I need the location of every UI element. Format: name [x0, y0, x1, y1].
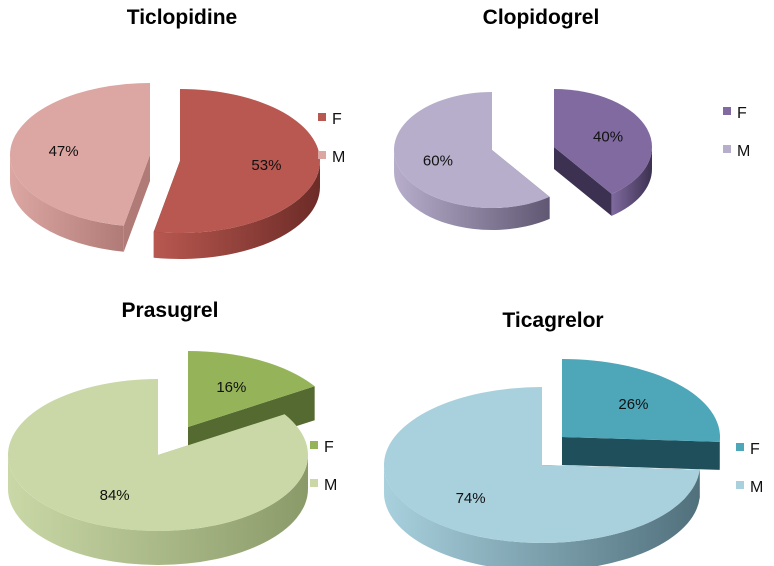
slice-cut-face: [123, 155, 150, 252]
pie-slice-f: [153, 89, 321, 259]
chart-ticlopidine: Ticlopidine 53%47%FM: [9, 6, 345, 259]
slice-outer-wall: [611, 147, 652, 216]
data-label-m: 47%: [49, 143, 79, 160]
legend-label-m: M: [737, 143, 750, 160]
pie-slice-m: [9, 83, 151, 252]
pie-slices: [9, 83, 321, 259]
legend-swatch-f: [318, 113, 326, 121]
data-label-m: 60%: [423, 152, 453, 169]
legend-label-m: M: [324, 477, 337, 494]
pie-slices: [7, 351, 315, 565]
data-label-f: 40%: [593, 129, 623, 146]
legend: FM: [318, 111, 345, 166]
legend: FM: [723, 105, 750, 160]
pie-slice-f: [562, 359, 721, 470]
legend-label-f: F: [332, 111, 342, 128]
data-label-f: 16%: [216, 379, 246, 396]
slice-top: [188, 351, 315, 427]
slice-top: [554, 89, 652, 194]
data-label-f: 26%: [618, 396, 648, 413]
pie-slices: [384, 359, 721, 566]
legend-label-f: F: [324, 439, 334, 456]
chart-title: Ticlopidine: [127, 6, 237, 29]
pie-slice-m: [393, 92, 550, 230]
legend-label-f: F: [737, 105, 747, 122]
legend: FM: [736, 441, 763, 496]
legend-label-m: M: [750, 479, 763, 496]
slice-cut-face: [554, 147, 612, 216]
pie-slice-m: [384, 387, 700, 566]
data-label-f: 53%: [251, 157, 281, 174]
legend-label-m: M: [332, 149, 345, 166]
chart-title: Prasugrel: [122, 299, 219, 322]
chart-ticagrelor: Ticagrelor 26%74%FM: [384, 309, 763, 566]
chart-title: Clopidogrel: [483, 6, 600, 29]
legend-swatch-f: [723, 107, 731, 115]
slice-top: [562, 359, 721, 442]
slice-top: [7, 379, 308, 531]
slice-outer-wall: [10, 155, 124, 252]
chart-title: Ticagrelor: [502, 309, 603, 332]
pie-slice-m: [7, 379, 308, 565]
slice-outer-wall: [394, 150, 550, 230]
legend: FM: [310, 439, 337, 494]
slice-top: [393, 92, 550, 209]
slice-top: [9, 83, 151, 226]
slice-top: [384, 387, 700, 543]
pie-slices: [393, 89, 652, 230]
legend-swatch-f: [310, 441, 318, 449]
legend-swatch-m: [736, 481, 744, 489]
chart-clopidogrel: Clopidogrel 40%60%FM: [393, 6, 750, 230]
chart-prasugrel: Prasugrel 16%84%FM: [7, 299, 337, 565]
data-label-m: 74%: [456, 490, 486, 507]
legend-swatch-m: [318, 151, 326, 159]
slice-outer-wall: [153, 161, 320, 259]
slice-outer-wall: [384, 465, 700, 566]
legend-label-f: F: [750, 441, 760, 458]
slice-cut-face: [562, 437, 720, 470]
pie-slice-f: [554, 89, 652, 216]
legend-swatch-m: [723, 145, 731, 153]
legend-swatch-f: [736, 443, 744, 451]
data-label-m: 84%: [100, 487, 130, 504]
slice-top: [153, 89, 321, 233]
legend-swatch-m: [310, 479, 318, 487]
slice-outer-wall: [8, 455, 308, 565]
